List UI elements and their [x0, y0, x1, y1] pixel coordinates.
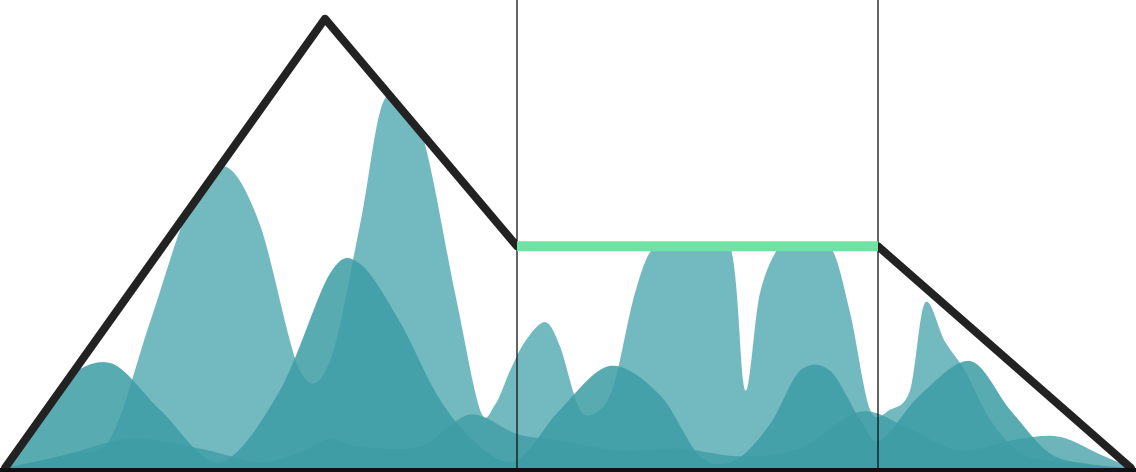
divider-group	[516, 0, 879, 472]
envelope-line-left	[1, 14, 521, 472]
area-series-2-panel-1	[5, 258, 517, 468]
area-series-group	[5, 92, 1131, 468]
area-series-3-panel-2	[517, 411, 878, 468]
envelope-line-right	[874, 242, 1135, 472]
area-series-1-panel-1	[5, 92, 517, 468]
area-series-2-panel-2	[517, 258, 878, 468]
envelope-group	[0, 14, 1136, 472]
area-series-1-panel-2	[517, 246, 878, 468]
